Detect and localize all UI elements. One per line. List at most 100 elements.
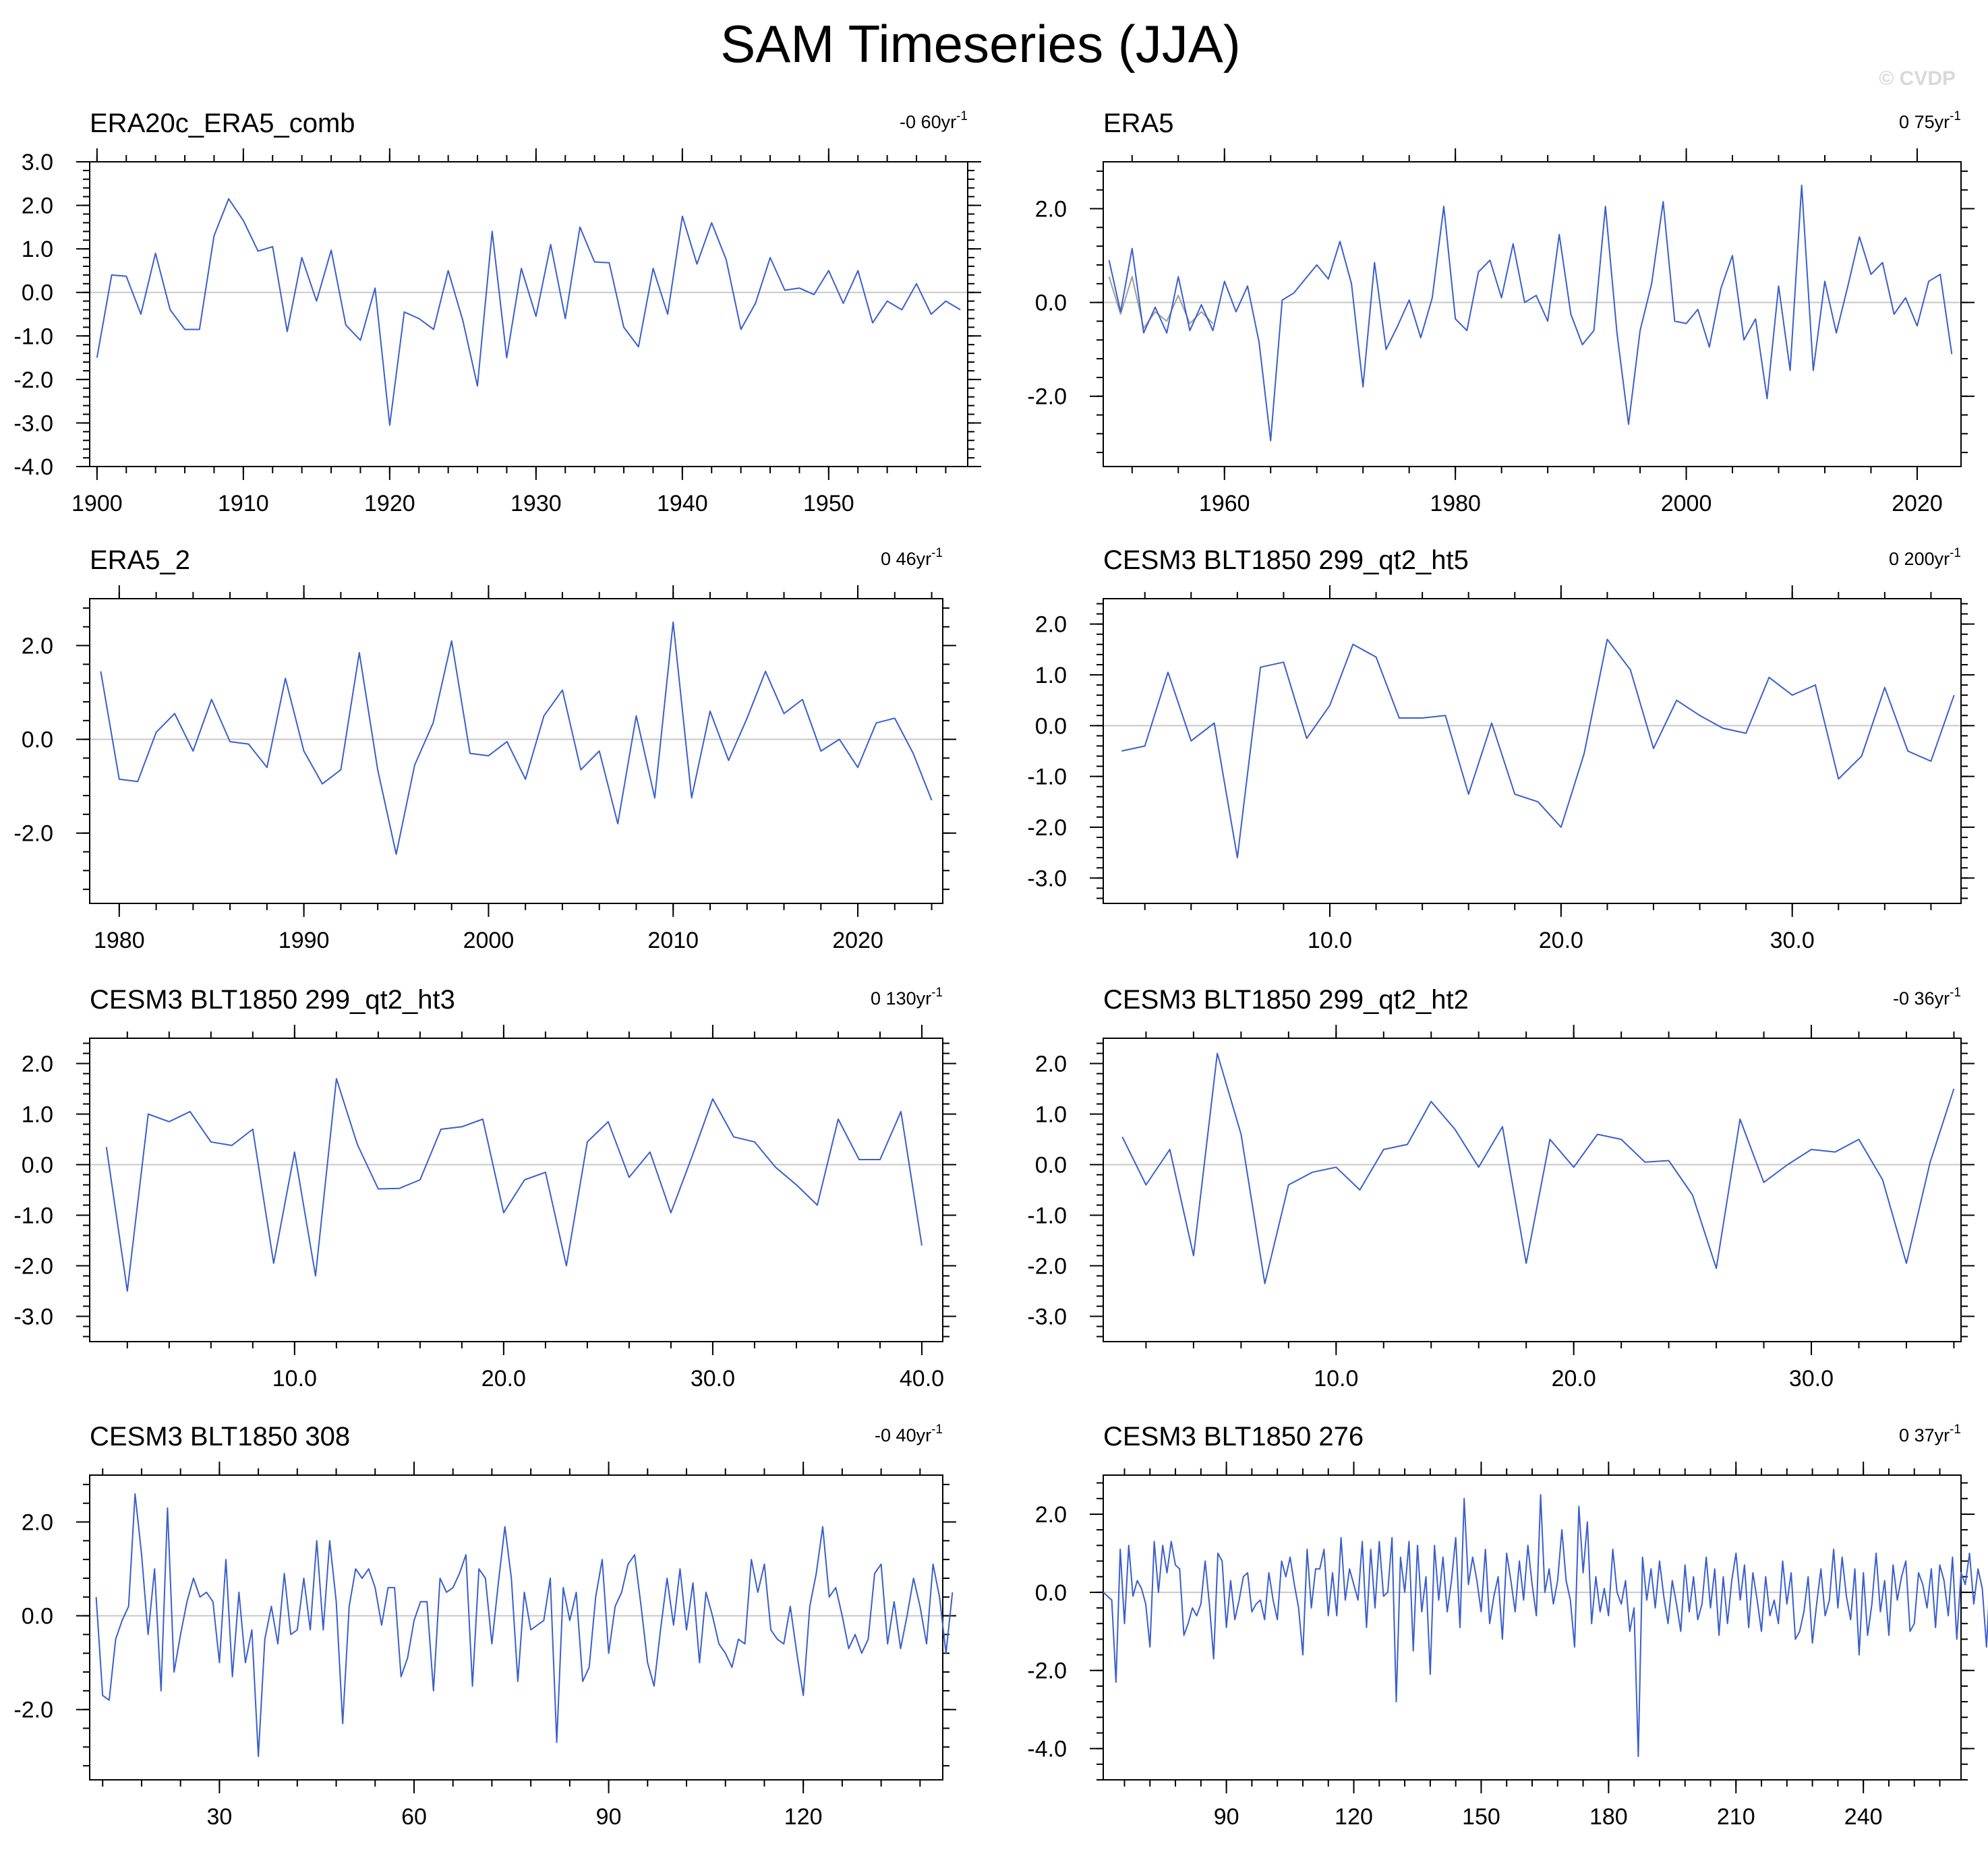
panel-title: CESM3 BLT1850 308: [90, 1422, 350, 1452]
y-tick-label: -2.0: [13, 1698, 53, 1723]
x-tick-label: 1930: [510, 491, 562, 516]
x-tick-label: 10.0: [1308, 928, 1352, 953]
trend-value: -0 40yr: [875, 1425, 931, 1445]
chart-panel-5: CESM3 BLT1850 299_qt2_ht3 0 130yr-1 10.0 20…: [13, 985, 956, 1392]
trend-value: 0 46yr: [881, 549, 931, 569]
plot-frame: [1103, 1038, 1962, 1342]
x-tick-label: 1900: [71, 491, 123, 516]
x-tick-label: 2020: [832, 928, 883, 953]
y-tick-label: 0.0: [22, 280, 53, 306]
trend-exponent: -1: [931, 546, 943, 560]
x-tick-label: 90: [596, 1804, 622, 1830]
sam-series-line: [100, 621, 933, 855]
trend-value: 0 200yr: [1889, 549, 1950, 569]
trend-value: 0 37yr: [1899, 1425, 1950, 1445]
x-tick-label: 10.0: [272, 1366, 317, 1392]
y-tick-label: 1.0: [1035, 1102, 1067, 1128]
chart-panel-3: ERA5_2 0 46yr-1 1980 1990 2000 2010 2020 -2.0 0.…: [13, 545, 956, 953]
chart-panel-7: CESM3 BLT1850 308 -0 40yr-1 30 60 90 120 -2.0 0…: [13, 1422, 956, 1830]
panels-grid: ERA20c_ERA5_comb -0 60yr-1 1900 1910 1920 193…: [13, 109, 1988, 1830]
sam-series-line: [1121, 638, 1955, 859]
panel-title: CESM3 BLT1850 276: [1103, 1422, 1364, 1452]
trend-exponent: -1: [931, 986, 943, 1000]
y-tick-label: 0.0: [1035, 1153, 1067, 1178]
sam-series-line: [1121, 1052, 1955, 1284]
y-tick-label: -3.0: [1027, 866, 1067, 891]
x-tick-label: 1980: [1430, 491, 1481, 516]
y-tick-label: -4.0: [1027, 1737, 1067, 1762]
trend-exponent: -1: [1950, 109, 1961, 123]
trend-label: -0 60yr-1: [900, 109, 968, 132]
y-tick-label: 1.0: [1035, 663, 1067, 688]
y-tick-label: 0.0: [1035, 1580, 1067, 1606]
y-tick-label: 0.0: [1035, 713, 1067, 739]
x-tick-label: 1960: [1199, 491, 1250, 516]
trend-value: 0 75yr: [1899, 112, 1950, 132]
y-tick-label: 2.0: [22, 1510, 53, 1536]
x-tick-label: 30.0: [1770, 928, 1815, 953]
x-tick-label: 120: [784, 1804, 823, 1830]
panel-title: CESM3 BLT1850 299_qt2_ht3: [90, 985, 455, 1015]
x-tick-label: 150: [1462, 1804, 1500, 1830]
x-tick-label: 20.0: [1552, 1366, 1596, 1392]
cvdp-watermark: © CVDP: [1879, 67, 1956, 90]
y-tick-label: -2.0: [1027, 815, 1067, 841]
trend-label: -0 36yr-1: [1893, 986, 1961, 1009]
x-tick-label: 1990: [279, 928, 330, 953]
y-tick-label: 2.0: [22, 1052, 53, 1077]
chart-panel-8: CESM3 BLT1850 276 0 37yr-1 90 120 150 180 210 2…: [1027, 1422, 1988, 1830]
trend-label: 0 130yr-1: [871, 986, 943, 1009]
panel-title: CESM3 BLT1850 299_qt2_ht2: [1103, 985, 1469, 1015]
x-tick-label: 30.0: [1789, 1366, 1834, 1392]
y-tick-label: 1.0: [22, 237, 53, 262]
trend-label: 0 46yr-1: [881, 546, 943, 569]
x-tick-label: 30: [206, 1804, 232, 1830]
y-tick-label: -2.0: [13, 1254, 53, 1280]
y-tick-label: -2.0: [1027, 1658, 1067, 1684]
x-tick-label: 1940: [657, 491, 708, 516]
x-tick-label: 1920: [364, 491, 415, 516]
x-tick-label: 210: [1717, 1804, 1755, 1830]
x-tick-label: 120: [1335, 1804, 1373, 1830]
y-tick-label: 0.0: [22, 1153, 53, 1178]
trend-value: 0 130yr: [871, 988, 931, 1009]
trend-exponent: -1: [1950, 546, 1961, 560]
plot-frame: [1103, 598, 1962, 904]
sam-series-line: [1108, 184, 1953, 442]
x-tick-label: 10.0: [1314, 1366, 1358, 1392]
y-tick-label: 1.0: [22, 1102, 53, 1128]
panel-title: ERA5: [1103, 109, 1174, 138]
sam-series-line: [95, 1493, 954, 1758]
trend-label: 0 75yr-1: [1899, 109, 1961, 132]
y-tick-label: 2.0: [1035, 1502, 1067, 1528]
x-tick-label: 2000: [463, 928, 515, 953]
x-tick-label: 1910: [218, 491, 269, 516]
panel-title: ERA20c_ERA5_comb: [90, 109, 355, 138]
x-tick-label: 2000: [1661, 491, 1712, 516]
trend-label: -0 40yr-1: [875, 1423, 943, 1445]
sam-series-line: [1103, 1494, 1988, 1758]
y-tick-label: -1.0: [1027, 1203, 1067, 1229]
chart-panel-1: ERA20c_ERA5_comb -0 60yr-1 1900 1910 1920 193…: [13, 109, 981, 516]
chart-panel-6: CESM3 BLT1850 299_qt2_ht2 -0 36yr-1 10.0 20…: [1027, 985, 1975, 1392]
y-tick-label: -1.0: [13, 324, 53, 349]
panel-title: CESM3 BLT1850 299_qt2_ht5: [1103, 545, 1469, 575]
x-tick-label: 2010: [647, 928, 699, 953]
y-tick-label: 0.0: [22, 727, 53, 753]
y-tick-label: -3.0: [1027, 1305, 1067, 1330]
y-tick-label: -3.0: [13, 411, 53, 436]
y-tick-label: -2.0: [1027, 1254, 1067, 1280]
y-tick-label: -3.0: [13, 1305, 53, 1330]
y-tick-label: 2.0: [1035, 1052, 1067, 1077]
figure-title: SAM Timeseries (JJA): [720, 14, 1240, 73]
y-tick-label: 0.0: [22, 1604, 53, 1629]
plot-frame: [1103, 161, 1962, 467]
x-tick-label: 60: [401, 1804, 427, 1830]
chart-panel-4: CESM3 BLT1850 299_qt2_ht5 0 200yr-1 10.0 20…: [1027, 545, 1975, 953]
trend-label: 0 200yr-1: [1889, 546, 1961, 569]
chart-panel-2: ERA5 0 75yr-1 1960 1980 2000 2020 -2.0 0.0 2.0: [1027, 109, 1975, 516]
panel-title: ERA5_2: [90, 545, 190, 575]
plot-frame: [1103, 1474, 1962, 1781]
trend-exponent: -1: [1950, 986, 1961, 1000]
